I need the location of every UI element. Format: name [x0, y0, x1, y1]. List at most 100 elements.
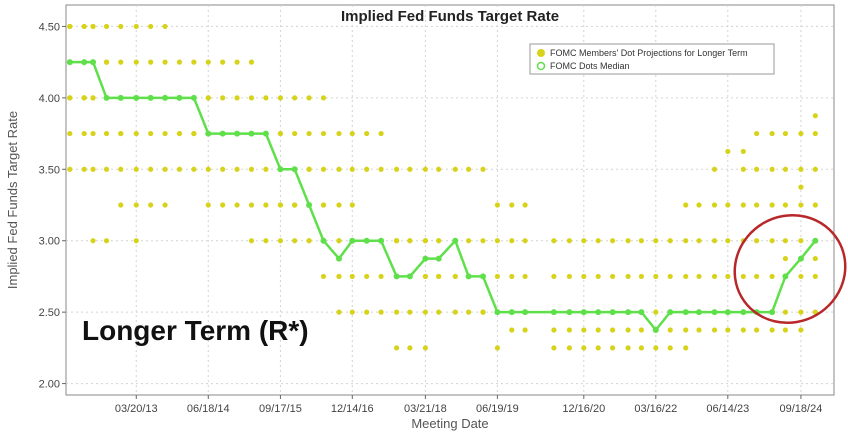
dot-projection [191, 130, 197, 137]
x-tick-label: 09/18/24 [780, 403, 823, 415]
dot-projection [494, 202, 500, 208]
dot-projection [148, 130, 154, 137]
dot-projection [118, 166, 124, 172]
dot-projection [263, 166, 269, 172]
dot-projection [349, 130, 355, 137]
dot-projection [782, 309, 789, 315]
legend: FOMC Members' Dot Projections for Longer… [529, 43, 775, 75]
dot-projection [782, 255, 789, 262]
dot-projection [263, 202, 269, 208]
dot-projection [407, 345, 413, 351]
dot-projection [480, 309, 486, 315]
dot-projection [234, 95, 240, 101]
dot-projection [769, 238, 775, 244]
dot-projection [248, 238, 255, 244]
median-point [335, 255, 342, 262]
dot-projection [133, 238, 139, 244]
dot-projection [336, 309, 342, 315]
legend-swatch-dots [537, 49, 545, 57]
dot-projection [696, 238, 702, 244]
dot-projection [754, 130, 760, 137]
dot-projection [407, 238, 413, 244]
median-point [378, 237, 385, 244]
dot-projection [494, 273, 500, 280]
dot-projection [522, 202, 528, 208]
dot-projection [336, 273, 342, 280]
dot-projection [191, 59, 197, 65]
dot-projection [711, 327, 718, 333]
dot-projection [263, 95, 269, 101]
dot-projection [320, 95, 327, 101]
dot-projection [480, 238, 486, 244]
dot-projection [494, 345, 500, 351]
median-point [652, 327, 659, 333]
dot-projection [306, 238, 312, 244]
dot-projection [393, 166, 400, 172]
dot-projection [798, 166, 804, 172]
dot-projection [566, 345, 573, 351]
median-point [625, 309, 632, 316]
dot-projection [277, 202, 284, 208]
x-tick-label: 06/14/23 [706, 403, 749, 415]
median-point [277, 166, 284, 173]
dot-projection [812, 273, 818, 280]
median-point [508, 309, 515, 316]
dot-projection [407, 166, 413, 172]
dot-projection [480, 166, 486, 172]
median-point [550, 309, 557, 316]
dot-projection [696, 202, 702, 208]
dot-projection [407, 309, 413, 315]
dot-projection [740, 148, 746, 155]
dot-projection [292, 130, 298, 137]
dot-projection [625, 238, 631, 244]
median-point [682, 309, 689, 316]
median-point [205, 130, 212, 137]
dot-projection [740, 327, 746, 333]
dot-projection [118, 23, 124, 30]
dot-projection [378, 309, 384, 315]
dot-projection [148, 23, 154, 30]
dot-projection [551, 345, 557, 351]
median-point [363, 237, 370, 244]
x-tick-label: 12/16/20 [562, 403, 605, 415]
dot-projection [336, 130, 342, 137]
dot-projection [176, 59, 183, 65]
median-point [117, 94, 124, 101]
median-point [494, 309, 501, 316]
dot-projection [422, 309, 428, 315]
x-tick-label: 03/21/18 [404, 403, 447, 415]
median-point [306, 202, 313, 208]
dot-projection [277, 95, 284, 101]
x-tick-label: 06/18/14 [187, 403, 230, 415]
median-line-layer [66, 59, 819, 333]
dot-projection [566, 238, 573, 244]
median-point [103, 94, 110, 101]
dot-projection [336, 166, 342, 172]
dot-projection [551, 238, 557, 244]
dot-projection [725, 148, 731, 155]
dot-projection [103, 130, 110, 137]
dot-projection [509, 238, 515, 244]
dot-projection [610, 273, 616, 280]
x-axis-ticks: 03/20/13 06/18/14 09/17/15 12/14/16 03/21/18… [115, 395, 822, 415]
chart-title: Implied Fed Funds Target Rate [341, 8, 559, 25]
dot-projection [364, 273, 370, 280]
dot-projection [422, 166, 428, 172]
dot-projection [148, 202, 154, 208]
dot-projection [90, 238, 96, 244]
dot-projection [725, 327, 731, 333]
x-tick-label: 06/19/19 [476, 403, 519, 415]
dot-projection [336, 238, 342, 244]
dot-projection [625, 345, 631, 351]
dot-projection [248, 59, 255, 65]
dot-projection [610, 327, 616, 333]
median-point [248, 130, 255, 137]
median-point [465, 273, 472, 280]
dot-projection [509, 202, 515, 208]
dot-projection [754, 273, 760, 280]
dot-projection [393, 309, 400, 315]
dot-projection [306, 166, 312, 172]
median-point [349, 237, 356, 244]
median-point [580, 309, 587, 316]
dot-projection [595, 345, 601, 351]
